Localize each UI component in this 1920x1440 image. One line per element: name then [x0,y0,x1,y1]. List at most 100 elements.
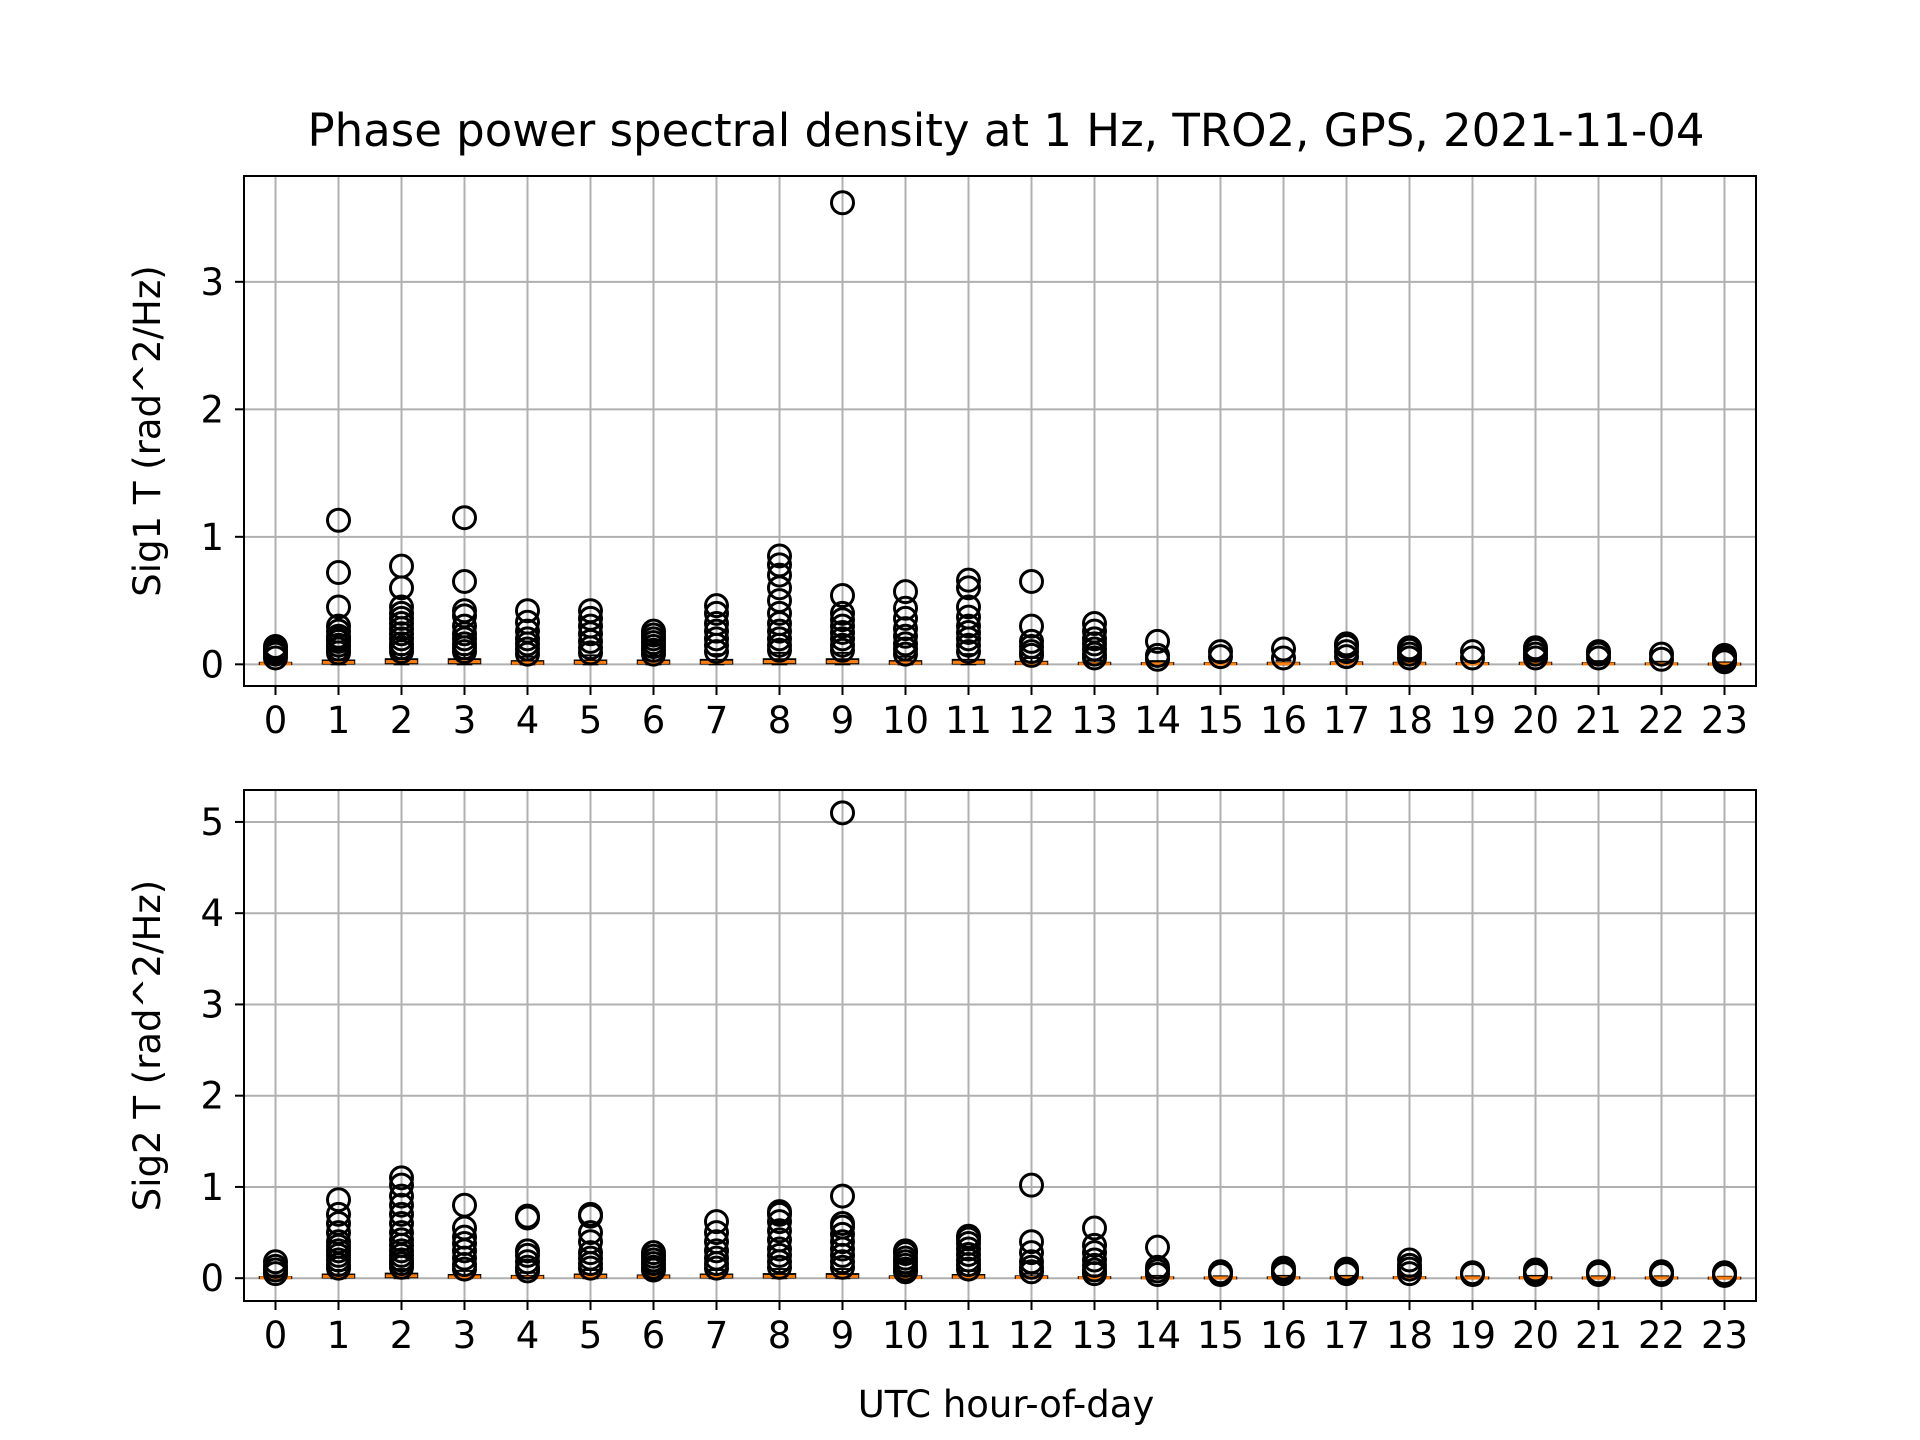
outlier-point [956,639,981,665]
outlier-point [830,1183,855,1209]
x-tick-label: 3 [453,699,477,742]
outlier-point [830,1249,855,1275]
outlier-point [1460,1260,1485,1286]
x-tick-label: 5 [579,699,603,742]
outlier-point [515,609,540,635]
x-tick-label: 13 [1071,1314,1118,1357]
subplot-sig2: 0 1 2 3 4 5 6 7 8 9 10 11 12 13 14 15 16 17 18 19 20 21 22 2301… [126,789,1757,1357]
outlier-point [389,1165,414,1191]
x-tick-label: 21 [1575,699,1622,742]
outlier-point [830,626,855,652]
x-tick-label: 7 [705,699,729,742]
outlier-point [452,1192,477,1218]
axes-frame-sig1 [243,175,1757,687]
outlier-point [515,598,540,624]
outlier-point [893,595,918,621]
outlier-point [515,1249,540,1275]
outlier-point [767,1242,792,1268]
outlier-point [1082,626,1107,652]
outlier-point [704,626,729,652]
x-tick-label: 2 [390,1314,414,1357]
x-tick-label: 4 [516,1314,540,1357]
outlier-point [830,190,855,216]
outlier-point [515,626,540,652]
outlier-point [830,613,855,639]
chart-title: Phase power spectral density at 1 Hz, TR… [308,104,1705,157]
ticks-sig1: 0 1 2 3 4 5 6 7 8 9 10 11 12 13 14 15 16 17 18 19 20 21 22 2301… [200,261,1748,742]
y-axis-label-sig1: Sig1 T (rad^2/Hz) [126,265,169,596]
outlier-point [641,618,666,644]
x-tick-label: 12 [1008,1314,1055,1357]
x-tick-label: 19 [1449,699,1496,742]
outlier-point [452,1231,477,1257]
y-tick-label: 0 [200,1257,224,1300]
outlier-point [830,632,855,658]
outlier-point [1019,568,1044,594]
x-tick-label: 13 [1071,699,1118,742]
outlier-point [1649,1259,1674,1285]
outlier-point [1208,639,1233,665]
outlier-point [767,588,792,614]
outlier-point [1019,1240,1044,1266]
x-tick-label: 21 [1575,1314,1622,1357]
x-tick-label: 6 [642,1314,666,1357]
y-tick-label: 3 [200,983,224,1026]
outlier-point [326,1187,351,1213]
outlier-point [326,507,351,533]
outlier-point [704,1220,729,1246]
y-tick-label: 4 [200,892,224,935]
outlier-point [326,594,351,620]
x-tick-label: 23 [1701,1314,1748,1357]
outlier-point [578,1229,603,1255]
x-tick-label: 19 [1449,1314,1496,1357]
ticks-sig2: 0 1 2 3 4 5 6 7 8 9 10 11 12 13 14 15 16 17 18 19 20 21 22 2301… [200,801,1748,1357]
outlier-point [704,1229,729,1255]
outlier-point [389,1227,414,1253]
x-tick-label: 17 [1323,699,1370,742]
x-tick-label: 9 [831,1314,855,1357]
y-tick-label: 2 [200,1075,224,1118]
outlier-point [1082,1240,1107,1266]
x-tick-label: 12 [1008,699,1055,742]
outlier-point [956,594,981,620]
x-tick-label: 15 [1197,1314,1244,1357]
x-tick-label: 20 [1512,699,1559,742]
outlier-point [830,1229,855,1255]
outlier-point [515,1203,540,1229]
outlier-point [956,567,981,593]
outlier-point [830,607,855,633]
outlier-point [767,1199,792,1225]
y-tick-label: 1 [200,1166,224,1209]
outlier-point [452,568,477,594]
outlier-point [452,613,477,639]
outlier-point [1145,628,1170,654]
outlier-point [1019,1249,1044,1275]
outlier-point [1019,628,1044,654]
outlier-point [704,1245,729,1271]
outlier-point [956,619,981,645]
outlier-point [1334,631,1359,657]
outlier-point [389,600,414,626]
outlier-point [767,626,792,652]
outlier-point [704,1238,729,1264]
outlier-point [515,618,540,644]
outlier-point [704,611,729,637]
outlier-point [830,1210,855,1236]
outlier-point [704,600,729,626]
outlier-point [830,619,855,645]
outlier-point [389,1220,414,1246]
y-tick-label: 3 [200,261,224,304]
x-tick-label: 16 [1260,699,1307,742]
outlier-point [956,604,981,630]
outlier-point [767,618,792,644]
outlier-point [452,505,477,531]
outlier-point [956,575,981,601]
outlier-point [578,605,603,631]
x-tick-label: 1 [327,1314,351,1357]
x-tick-label: 22 [1638,1314,1685,1357]
outlier-point [1586,639,1611,665]
outliers-sig1 [263,190,1737,675]
x-tick-label: 11 [945,699,992,742]
outliers-sig2 [263,800,1737,1288]
